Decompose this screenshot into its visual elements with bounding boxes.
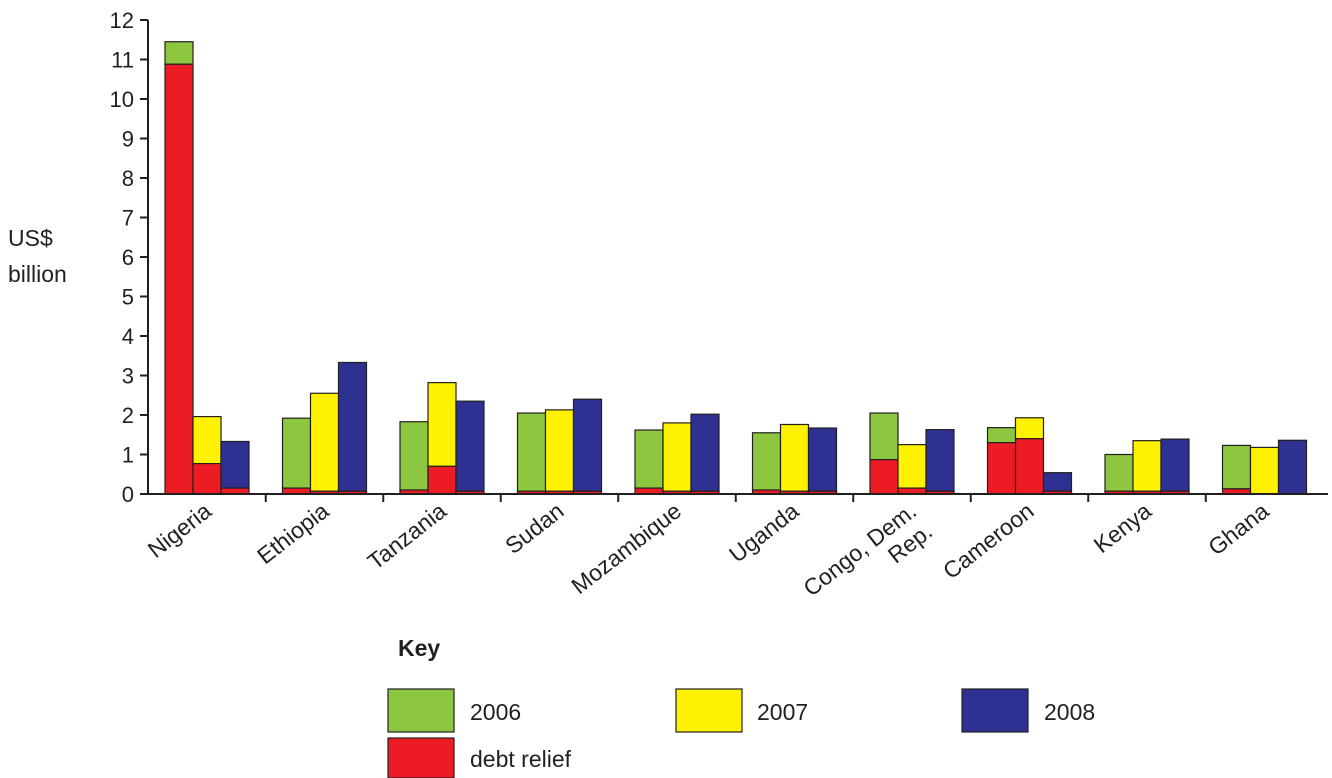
bar-cameroon-2006 [986,427,1017,444]
x-tick-label-uganda: Uganda [724,497,804,567]
x-tick-label-mozambique: Mozambique [566,497,686,599]
bar-nigeria-2008 [220,440,250,489]
bar-congo-dem-rep-2007 [897,444,927,489]
bar-mozambique-2007 [662,422,692,492]
legend-swatch-2007 [675,688,743,733]
y-tick-label-11: 11 [111,48,134,73]
bar-debt-relief-congo-dem-rep-2006 [869,459,899,495]
legend-swatch-2008 [961,688,1029,733]
x-tick-label-cameroon: Cameroon [938,497,1039,584]
bar-congo-dem-rep-2008 [925,429,955,492]
bar-debt-relief-cameroon-2007 [1014,438,1045,495]
bars-layer [164,41,1308,495]
bar-tanzania-2006 [399,421,429,491]
bar-cameroon-2008 [1042,472,1073,492]
legend: Key 2006 2007 2008 debt relief [387,635,1095,778]
bar-debt-relief-cameroon-2006 [986,442,1017,495]
y-tick-label-3: 3 [122,364,134,389]
bar-tanzania-2008 [455,400,485,492]
legend-label-2006: 2006 [470,699,521,725]
bar-debt-relief-nigeria-2007 [192,462,222,495]
y-tick-label-9: 9 [122,127,134,152]
bar-ethiopia-2007 [309,392,340,492]
y-tick-label-0: 0 [122,482,134,507]
y-tick-label-10: 10 [110,87,134,112]
x-tick-label-ethiopia: Ethiopia [252,497,334,569]
bar-cameroon-2007 [1014,417,1045,440]
bar-nigeria-2007 [192,415,222,465]
y-axis-label-line-2: billion [8,261,67,287]
y-tick-label-5: 5 [122,285,134,310]
x-tick-label-nigeria: Nigeria [143,497,217,562]
bar-nigeria-2006 [164,41,194,65]
x-tick-label-tanzania: Tanzania [363,497,452,574]
bar-kenya-2006 [1104,453,1134,492]
legend-label-2007: 2007 [757,699,808,725]
bar-kenya-2008 [1160,438,1190,492]
legend-title: Key [398,635,440,661]
legend-swatch-debt-relief [387,737,455,778]
bar-uganda-2008 [807,427,838,492]
y-tick-label-7: 7 [122,206,134,231]
y-axis-label: US$ billion [8,225,67,287]
x-tick-label-sudan: Sudan [500,497,568,558]
bar-ghana-2006 [1221,444,1252,490]
bar-mozambique-2006 [634,429,664,489]
bar-ethiopia-2008 [337,361,368,492]
bar-sudan-2006 [516,412,547,492]
bar-uganda-2007 [779,423,810,492]
y-tick-label-2: 2 [122,403,134,428]
y-tick-label-8: 8 [122,166,134,191]
y-tick-label-12: 12 [110,8,134,33]
bar-congo-dem-rep-2006 [869,412,899,461]
bar-debt-relief-tanzania-2007 [427,465,457,495]
y-tick-label-1: 1 [122,443,134,468]
legend-label-2008: 2008 [1044,699,1095,725]
x-tick-label-congo-dem-rep: Congo, Dem.Rep. [798,497,937,621]
x-tick-label-kenya: Kenya [1089,497,1157,558]
bar-sudan-2008 [572,398,603,492]
bar-ghana-2008 [1277,439,1308,495]
bar-uganda-2006 [751,432,782,491]
legend-swatch-2006 [387,688,455,733]
bar-debt-relief-nigeria-2006 [164,63,194,495]
bar-ghana-2007 [1249,446,1280,495]
bar-mozambique-2008 [690,413,720,492]
bar-tanzania-2007 [427,382,457,467]
bar-ethiopia-2006 [281,417,312,489]
legend-label-debt-relief: debt relief [470,746,572,772]
y-tick-label-4: 4 [122,324,134,349]
bar-sudan-2007 [544,409,575,492]
y-tick-label-6: 6 [122,245,134,270]
x-tick-label-ghana: Ghana [1203,497,1274,560]
bar-kenya-2007 [1132,440,1162,492]
y-axis-label-line-1: US$ [8,225,53,251]
